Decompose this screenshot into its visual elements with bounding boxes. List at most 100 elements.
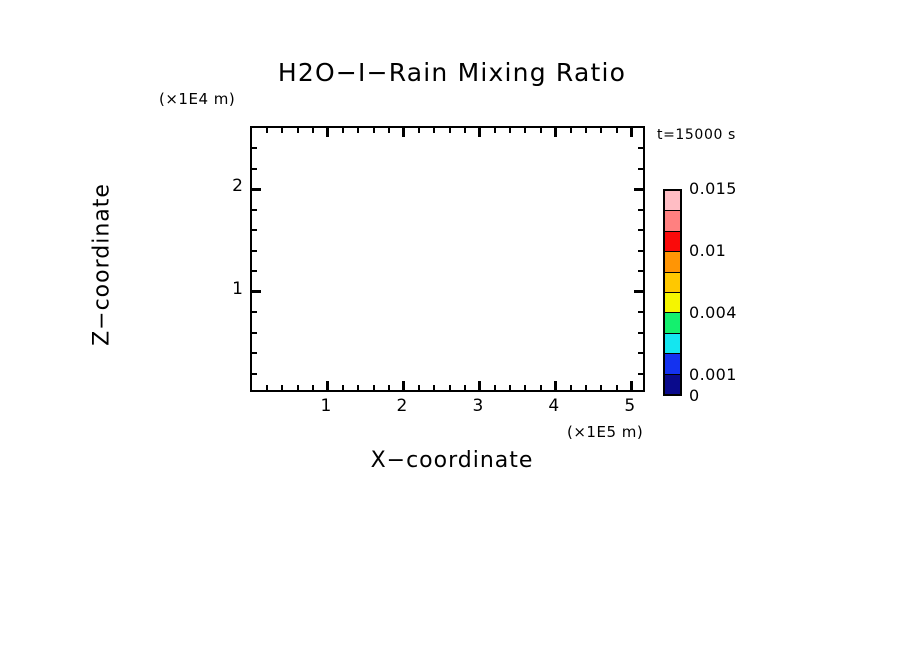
x-minor-tick-top [357,128,360,133]
y-minor-tick-right [638,331,643,334]
x-minor-tick-bottom [494,385,497,390]
colorbar-band-orange [665,252,680,273]
y-minor-tick-left [252,249,257,252]
colorbar-band-amber [665,272,680,294]
colorbar [663,189,682,396]
y-minor-tick-right [638,352,643,355]
y-minor-tick-left [252,147,257,150]
y-major-tick-left [252,187,261,191]
x-major-tick-top [630,128,634,137]
x-minor-tick-top [585,128,588,133]
x-major-tick-top [326,128,330,137]
y-minor-tick-right [638,167,643,170]
x-minor-tick-top [311,128,314,133]
y-minor-tick-right [638,311,643,314]
x-minor-tick-top [600,128,603,133]
x-minor-tick-top [448,128,451,133]
colorbar-label: 0.001 [689,365,737,385]
y-major-tick-right [634,290,643,294]
x-minor-tick-bottom [342,385,345,390]
x-minor-tick-top [494,128,497,133]
colorbar-band-yellow [665,293,680,314]
y-minor-tick-left [252,229,257,232]
x-axis-unit-label: (×1E5 m) [567,423,644,441]
colorbar-band-red [665,231,680,253]
x-major-tick-bottom [554,381,558,390]
y-major-tick-right [634,187,643,191]
x-minor-tick-top [281,128,284,133]
y-tick-label: 2 [232,176,243,197]
x-minor-tick-top [509,128,512,133]
x-minor-tick-top [418,128,421,133]
x-minor-tick-top [539,128,542,133]
y-tick-label: 1 [232,278,243,299]
x-minor-tick-top [463,128,466,133]
x-minor-tick-top [372,128,375,133]
x-tick-label: 5 [624,396,636,416]
x-major-tick-bottom [630,381,634,390]
x-minor-tick-bottom [387,385,390,390]
y-minor-tick-left [252,331,257,334]
colorbar-label: 0.015 [689,179,737,198]
x-tick-label: 2 [396,396,408,416]
x-minor-tick-bottom [539,385,542,390]
x-minor-tick-top [387,128,390,133]
x-axis-title: X−coordinate [370,448,534,473]
x-tick-label: 3 [472,396,484,416]
y-minor-tick-left [252,208,257,211]
y-minor-tick-left [252,270,257,273]
y-minor-tick-left [252,372,257,375]
x-major-tick-bottom [326,381,330,390]
x-minor-tick-bottom [585,385,588,390]
x-minor-tick-top [342,128,345,133]
x-minor-tick-bottom [311,385,314,390]
x-minor-tick-top [433,128,436,133]
colorbar-label: 0.01 [689,241,727,261]
x-minor-tick-bottom [570,385,573,390]
y-minor-tick-left [252,311,257,314]
x-minor-tick-bottom [296,385,299,390]
x-minor-tick-bottom [281,385,284,390]
x-tick-label: 1 [320,396,332,416]
colorbar-band-salmon [665,211,680,232]
colorbar-band-blue [665,354,680,375]
x-minor-tick-top [524,128,527,133]
x-minor-tick-bottom [615,385,618,390]
x-minor-tick-top [615,128,618,133]
y-minor-tick-right [638,147,643,150]
x-tick-label: 4 [548,396,560,416]
x-major-tick-top [478,128,482,137]
x-major-tick-bottom [402,381,406,390]
y-minor-tick-right [638,249,643,252]
y-axis-title: Z−coordinate [89,183,115,346]
colorbar-label: 0.004 [689,303,737,323]
x-major-tick-top [554,128,558,137]
y-major-tick-left [252,290,261,294]
x-minor-tick-bottom [600,385,603,390]
x-minor-tick-bottom [448,385,451,390]
x-major-tick-top [402,128,406,137]
y-minor-tick-left [252,352,257,355]
x-minor-tick-bottom [266,385,269,390]
x-minor-tick-top [296,128,299,133]
y-minor-tick-left [252,167,257,170]
colorbar-band-cyan [665,333,680,355]
y-axis-unit-label: (×1E4 m) [159,90,236,108]
colorbar-band-light-pink [665,191,680,212]
x-major-tick-bottom [478,381,482,390]
time-annotation: t=15000 s [657,127,736,143]
colorbar-band-navy [665,374,680,395]
colorbar-label: 0 [689,386,700,405]
x-minor-tick-bottom [418,385,421,390]
x-minor-tick-bottom [524,385,527,390]
x-minor-tick-bottom [433,385,436,390]
y-minor-tick-right [638,229,643,232]
x-minor-tick-top [570,128,573,133]
x-minor-tick-bottom [372,385,375,390]
x-minor-tick-bottom [509,385,512,390]
x-minor-tick-top [266,128,269,133]
colorbar-band-green [665,313,680,334]
y-minor-tick-right [638,208,643,211]
page-title: H2O−I−Rain Mixing Ratio [277,58,627,87]
x-minor-tick-bottom [357,385,360,390]
